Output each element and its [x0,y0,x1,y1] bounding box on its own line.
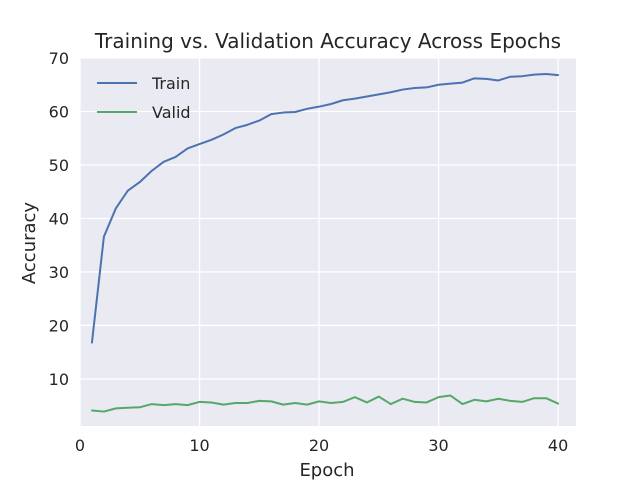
x-tick-label: 0 [75,436,85,455]
x-tick-label: 30 [428,436,448,455]
x-tick-label: 40 [548,436,568,455]
plot-area [80,58,576,426]
y-tick-label: 40 [49,209,69,228]
y-tick-label: 10 [49,370,69,389]
series-lines [90,73,560,413]
x-tick-label: 20 [309,436,329,455]
y-tick-label: 60 [49,102,69,121]
chart-title: Training vs. Validation Accuracy Across … [94,29,561,53]
x-tick-label: 10 [189,436,209,455]
y-tick-label: 30 [49,263,69,282]
legend: Train Valid [97,74,191,122]
legend-label-train: Train [151,74,190,93]
series-line-train [90,73,560,344]
tick-labels: 0 10 20 30 40 10 20 30 40 50 60 70 [49,49,569,455]
series-line-valid [90,394,560,413]
y-tick-label: 50 [49,156,69,175]
y-tick-label: 70 [49,49,69,68]
legend-label-valid: Valid [152,103,191,122]
x-axis-label: Epoch [299,460,354,480]
y-axis-label: Accuracy [19,202,40,285]
grid-lines [79,57,576,426]
y-tick-label: 20 [49,316,69,335]
